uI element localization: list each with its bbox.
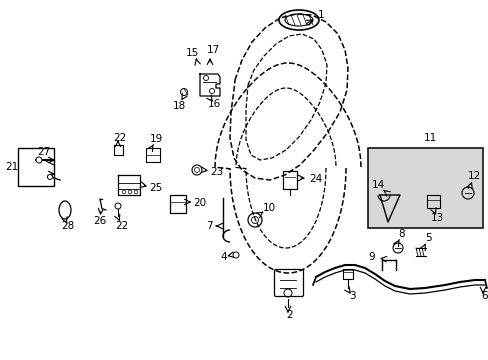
Text: 22: 22 [115,221,128,231]
Text: 17: 17 [206,45,219,55]
Text: 20: 20 [193,198,206,208]
Text: 19: 19 [149,134,163,144]
Text: 28: 28 [61,221,75,231]
Text: 6: 6 [481,291,488,301]
Circle shape [36,157,42,163]
Text: 4: 4 [220,252,227,262]
Bar [18,148,54,186]
Bar [367,148,482,228]
Text: 21: 21 [5,162,19,172]
Text: 18: 18 [172,101,185,111]
Text: 2: 2 [286,310,293,320]
Text: 13: 13 [429,213,443,223]
Text: 1: 1 [317,10,324,20]
Bar [170,195,185,213]
Text: 25: 25 [149,183,163,193]
Text: 23: 23 [210,167,223,177]
Text: 7: 7 [205,221,212,231]
Bar [146,148,160,162]
Text: 27: 27 [37,147,51,157]
Text: 8: 8 [398,229,405,239]
Text: 16: 16 [207,99,220,109]
Text: 5: 5 [424,233,430,243]
Bar [283,171,296,189]
Text: 9: 9 [368,252,375,262]
Text: 3: 3 [348,291,355,301]
Text: 11: 11 [423,133,436,143]
Text: 14: 14 [370,180,384,190]
Text: 15: 15 [185,48,198,58]
Text: 26: 26 [93,216,106,226]
Text: 24: 24 [309,174,322,184]
Text: 10: 10 [262,203,275,213]
Text: 22: 22 [113,133,126,143]
Text: 12: 12 [467,171,480,181]
Circle shape [47,175,52,180]
